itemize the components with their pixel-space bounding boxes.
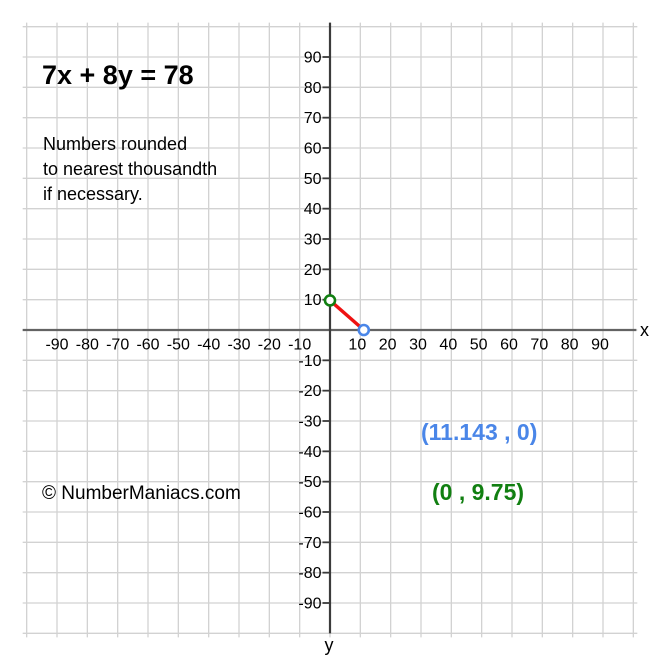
y-tick-label: 30 <box>304 232 322 249</box>
y-tick-label: -70 <box>298 535 321 552</box>
x-tick-label: 80 <box>561 337 579 354</box>
y-tick-label: -80 <box>298 565 321 582</box>
x-tick-label: 90 <box>591 337 609 354</box>
y-tick-label: -60 <box>298 504 321 521</box>
x-tick-label: -20 <box>258 337 281 354</box>
equation-title: 7x + 8y = 78 <box>42 60 194 90</box>
x-tick-label: 30 <box>409 337 427 354</box>
y-tick-label: 70 <box>304 110 322 127</box>
x-tick-label: -30 <box>227 337 250 354</box>
rounding-note: Numbers rounded to nearest thousandth if… <box>43 132 217 207</box>
x-tick-label: 20 <box>379 337 397 354</box>
y-tick-label: -90 <box>298 595 321 612</box>
y-tick-label: -20 <box>298 383 321 400</box>
x-tick-label: -80 <box>76 337 99 354</box>
y-tick-label: 50 <box>304 171 322 188</box>
y-axis-label: y <box>325 635 334 655</box>
x-tick-label: -60 <box>136 337 159 354</box>
graph-line <box>328 299 365 332</box>
y-tick-label: -10 <box>298 353 321 370</box>
rounding-note-line2: to nearest thousandth <box>43 159 218 179</box>
y-tick-label: 80 <box>304 80 322 97</box>
x-tick-label: -70 <box>106 337 129 354</box>
y-tick-label: 40 <box>304 201 322 218</box>
x-tick-label: 10 <box>348 337 366 354</box>
x-tick-label: 50 <box>470 337 488 354</box>
y-tick-label: -50 <box>298 474 321 491</box>
x-tick-label: -10 <box>288 337 311 354</box>
x-tick-label: -90 <box>45 337 68 354</box>
x-intercept-label: (11.143 , 0) <box>421 419 538 445</box>
y-intercept-label: (0 , 9.75) <box>432 479 525 505</box>
rounding-note-line3: if necessary. <box>43 184 143 204</box>
y-tick-label: 60 <box>304 141 322 158</box>
y-tick-label: 20 <box>304 262 322 279</box>
rounding-note-line1: Numbers rounded <box>43 134 188 154</box>
y-intercept-point <box>323 294 337 307</box>
y-tick-label: 10 <box>304 292 322 309</box>
x-intercept-point <box>357 323 371 337</box>
y-tick-label: -30 <box>298 413 321 430</box>
watermark: © NumberManiacs.com <box>42 483 241 504</box>
x-tick-label: -50 <box>167 337 190 354</box>
x-tick-label: -40 <box>197 337 220 354</box>
x-axis-label: x <box>640 320 649 340</box>
x-tick-label: 60 <box>500 337 518 354</box>
x-tick-label: 40 <box>439 337 457 354</box>
x-tick-label: 70 <box>530 337 548 354</box>
y-tick-label: -40 <box>298 444 321 461</box>
y-tick-label: 90 <box>304 50 322 67</box>
